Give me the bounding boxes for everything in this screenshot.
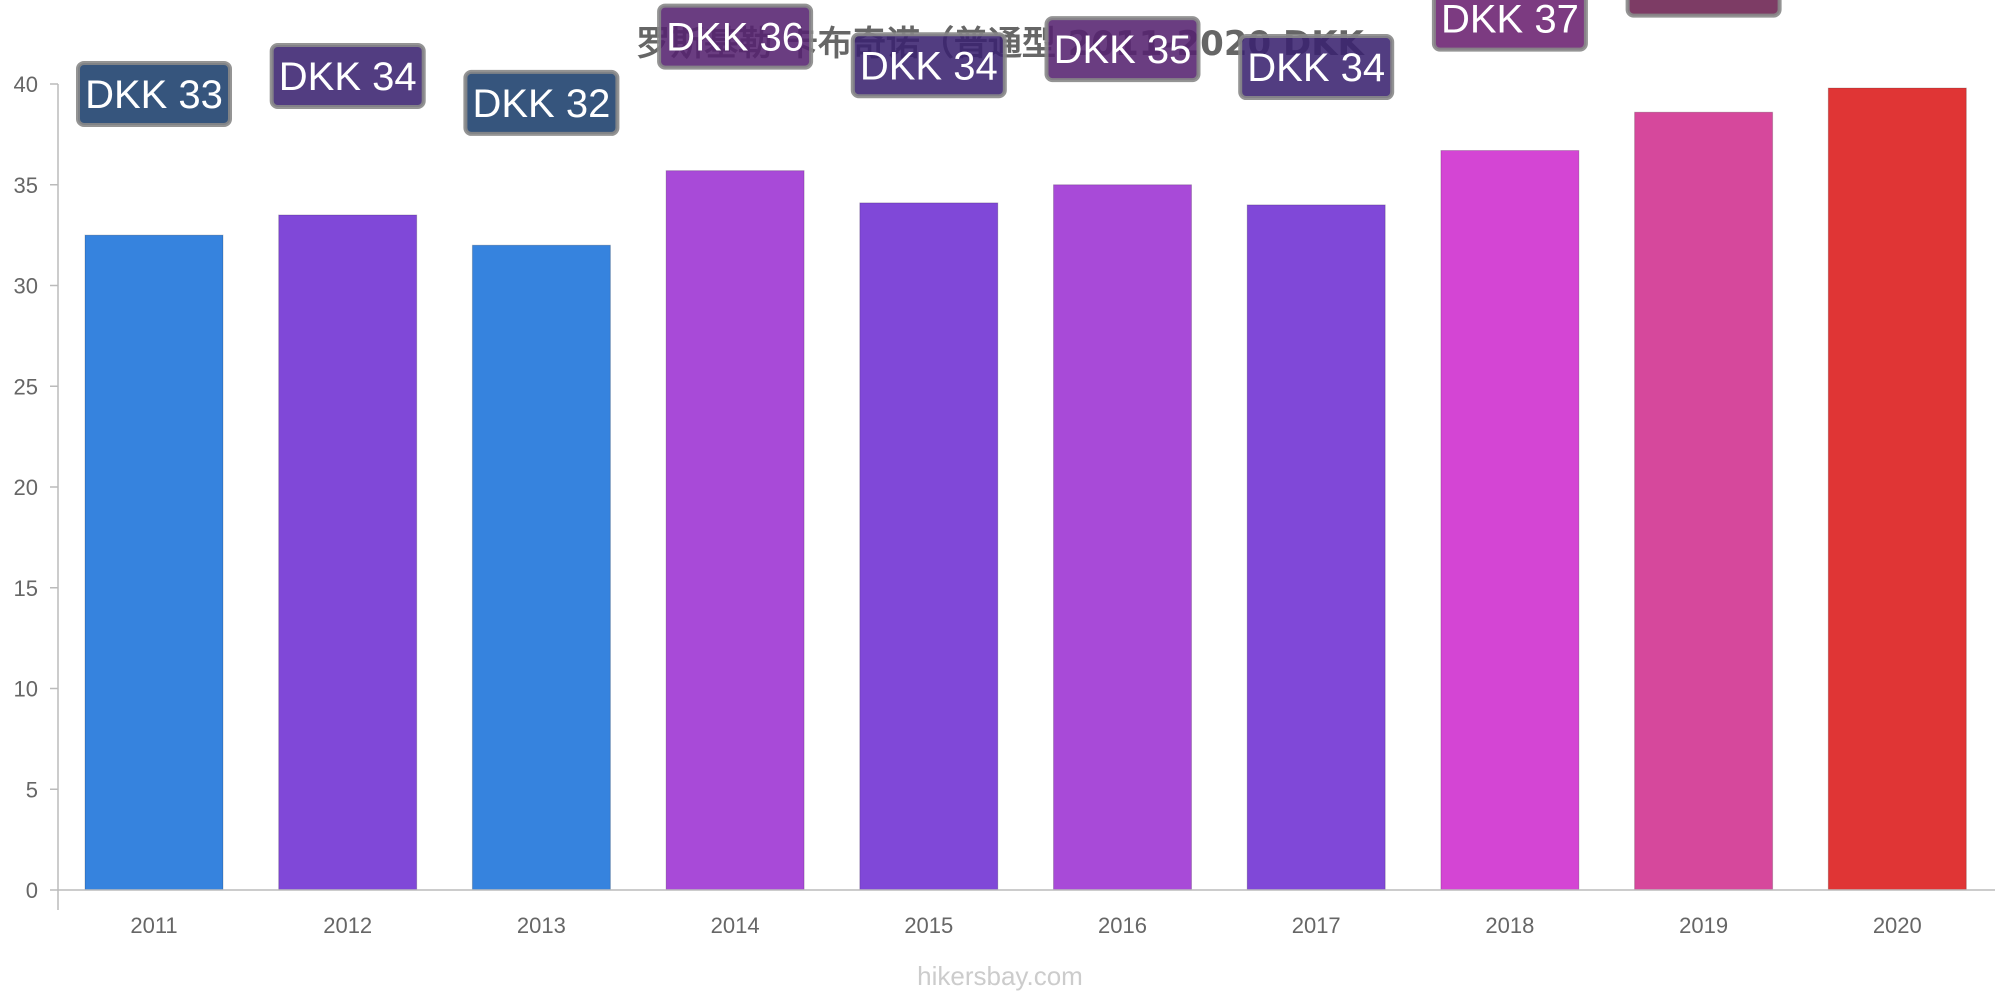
y-tick-label: 5: [26, 777, 38, 802]
x-axis: 2011 2012 2013 2014 2015 2016 2017 2018 2019 2020: [58, 889, 1995, 938]
value-label: DKK 32: [472, 82, 610, 126]
bar-2013: [471, 244, 611, 891]
y-tick-label: 15: [14, 576, 38, 601]
y-tick-label: 20: [14, 475, 38, 500]
x-tick-label: 2017: [1292, 913, 1341, 938]
x-tick-label: 2018: [1485, 913, 1534, 938]
x-tick-label: 2014: [711, 913, 760, 938]
value-label-box: [463, 69, 620, 136]
bar-2018: [1440, 149, 1580, 891]
x-tick-label: 2012: [323, 913, 372, 938]
y-tick-label: 30: [14, 274, 38, 299]
value-label: DKK 37: [1441, 0, 1579, 42]
bar-2015: [859, 202, 999, 891]
bar-2016: [1053, 184, 1192, 891]
bars: [84, 87, 1967, 891]
value-label: DKK 34: [279, 55, 417, 99]
y-tick-label: 40: [14, 72, 38, 97]
x-tick-label: 2019: [1679, 913, 1728, 938]
value-label-box: [850, 32, 1007, 99]
value-label: DKK 36: [666, 16, 804, 60]
value-label: DKK 33: [85, 73, 223, 117]
x-tick-label: 2015: [904, 913, 953, 938]
value-label: DKK 39: [1635, 0, 1773, 8]
y-tick-label: 0: [26, 878, 38, 903]
y-tick-label: 10: [14, 677, 38, 702]
bar-2014: [665, 170, 805, 891]
y-tick-label: 35: [14, 173, 38, 198]
x-tick-label: 2016: [1098, 913, 1147, 938]
value-label-box: [1431, 0, 1588, 52]
value-labels: DKK 33 DKK 34 DKK 32 DKK 36 DKK 34 DKK 35 DKK …: [76, 0, 1782, 136]
value-label-box: [1625, 0, 1782, 18]
value-label-box: [657, 3, 814, 70]
y-tick-label: 25: [14, 374, 38, 399]
value-label: DKK 34: [1247, 46, 1385, 90]
value-label: DKK 35: [1054, 28, 1192, 72]
x-tick-label: 2013: [517, 913, 566, 938]
value-label-box: [1238, 34, 1395, 101]
bar-2020: [1827, 87, 1967, 891]
x-tick-label: 2011: [130, 913, 177, 938]
value-label-box: [269, 43, 426, 110]
bar-2011: [84, 234, 224, 891]
bar-2019: [1634, 111, 1774, 891]
bar-2012: [278, 214, 418, 891]
site-credit[interactable]: hikersbay.com: [917, 961, 1083, 991]
y-axis: 0 5 10 15 20 25 30 35 40: [14, 72, 59, 910]
value-label: DKK 34: [860, 44, 998, 88]
value-label-box: [1044, 16, 1201, 83]
value-label-box: [76, 60, 232, 127]
x-tick-label: 2020: [1873, 913, 1922, 938]
bar-2017: [1246, 204, 1386, 891]
